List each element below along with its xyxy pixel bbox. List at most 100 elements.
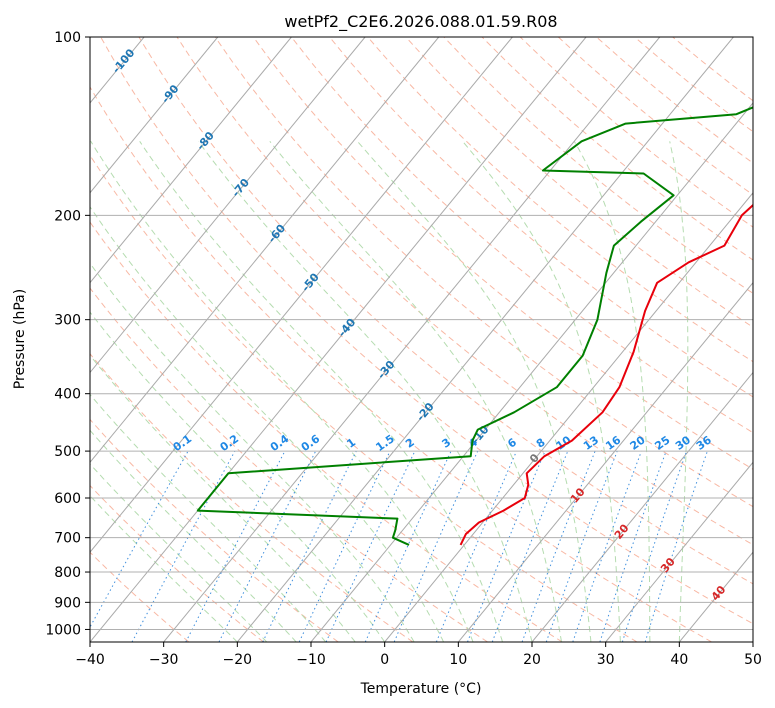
mixing-ratio-line [545, 450, 618, 642]
mixing-ratio-line [325, 450, 416, 642]
dry-adiabat-line [90, 154, 638, 642]
moist-adiabat-line [90, 393, 327, 642]
isotherm-line [310, 102, 753, 642]
isotherm-line [236, 37, 734, 642]
isotherm-line [90, 37, 587, 642]
mixing-ratio-line [521, 450, 596, 642]
mixing-ratio-line [218, 450, 317, 642]
moist-adiabat-line [90, 495, 238, 642]
chart-title: wetPf2_C2E6.2026.088.01.59.R08 [284, 12, 557, 32]
isotherm-line [457, 281, 753, 642]
x-tick-label: 50 [744, 652, 762, 668]
isotherm-line [163, 37, 661, 642]
x-tick-label: −20 [223, 652, 253, 668]
y-axis-title: Pressure (hPa) [12, 289, 28, 389]
mixing-ratio-label: 1 [344, 436, 358, 451]
y-tick-label: 900 [54, 595, 81, 611]
x-tick-label: 40 [670, 652, 688, 668]
y-tick-label: 500 [54, 444, 81, 460]
y-tick-label: 700 [54, 531, 81, 547]
x-axis-title: Temperature (°C) [360, 681, 482, 697]
dry-adiabat-line [176, 37, 753, 546]
dry-adiabat-line [214, 37, 753, 508]
moist-adiabat-line [573, 141, 651, 642]
x-tick-label: 30 [597, 652, 615, 668]
dry-adiabat-line [329, 37, 753, 398]
data-series [196, 106, 753, 546]
dry-adiabat-line [138, 37, 753, 585]
dry-adiabat-line [100, 37, 753, 625]
y-tick-label: 600 [54, 491, 81, 507]
dry-adiabat-line [252, 37, 753, 470]
x-tick-label: 0 [380, 652, 389, 668]
isotherm-line [90, 37, 440, 464]
dry-adiabat-line [90, 353, 414, 642]
y-axis: 1000 900 800 700 600 500 400 300 200 100 [45, 30, 90, 638]
mixing-ratio-line [262, 450, 357, 642]
horizontal-gridlines [90, 37, 753, 630]
dry-adiabat-line [90, 551, 190, 642]
plot-frame [89, 36, 754, 643]
profile-series-1 [459, 203, 753, 546]
y-tick-label: 300 [54, 313, 81, 329]
mixing-ratio-line [644, 450, 708, 642]
mixing-ratio-label: 25 [652, 433, 672, 452]
mixing-ratio-line [298, 450, 391, 642]
mixing-ratio-label: 3 [440, 436, 454, 451]
x-tick-label: −40 [75, 652, 105, 668]
dry-adiabat-line [90, 287, 488, 642]
moist-adiabat-line [90, 205, 445, 642]
mixing-ratio-label: 36 [694, 433, 714, 453]
dry-adiabat-line [443, 37, 753, 294]
dry-adiabat-line [291, 37, 753, 434]
isotherm-line [678, 551, 753, 642]
mixing-ratio-line [599, 450, 667, 642]
y-tick-label: 100 [54, 30, 81, 46]
isotherm-line [90, 37, 513, 553]
mixing-ratio-line [467, 450, 546, 642]
mixing-ratio-label: 20 [628, 433, 648, 453]
mixing-ratio-line [491, 450, 569, 642]
y-tick-label: 1000 [45, 622, 81, 638]
x-tick-label: 10 [449, 652, 467, 668]
mixing-ratio-label: 16 [603, 433, 623, 453]
isotherm-line [531, 371, 753, 642]
dry-adiabat-line [557, 37, 753, 196]
mixing-ratio-label: 6 [505, 435, 519, 450]
mixing-ratio-label: 13 [581, 433, 601, 452]
dry-adiabat-line [90, 86, 712, 642]
dry-adiabat-line [90, 484, 264, 642]
moist-adiabat-line [462, 140, 621, 642]
moist-adiabat-line [90, 463, 268, 642]
x-axis: −40 −30 −20 −10 0 10 20 30 40 50 [75, 642, 762, 668]
dry-adiabat-line [90, 418, 339, 642]
mixing-ratio-line [621, 450, 688, 642]
mixing-ratio-line [393, 450, 479, 642]
isotherm-line [384, 192, 753, 642]
x-tick-label: 20 [523, 652, 541, 668]
x-tick-label: −10 [296, 652, 326, 668]
profile-series-2 [196, 106, 753, 546]
moist-adiabat-line [90, 354, 356, 642]
isotherm-line [90, 37, 292, 284]
mixing-ratio-label: 30 [673, 433, 693, 453]
dry-adiabat-line [634, 37, 753, 133]
moist-adiabat-line [139, 141, 503, 642]
mixing-ratio-label: 2 [403, 436, 417, 451]
x-tick-label: −30 [149, 652, 179, 668]
isotherm-line [752, 641, 753, 642]
isotherm-line [0, 37, 70, 642]
isotherm-line [90, 37, 219, 194]
mixing-ratio-line [435, 450, 517, 642]
isotherm-line [605, 461, 753, 642]
y-tick-label: 400 [54, 387, 81, 403]
mixing-ratio-label: 8 [534, 436, 548, 451]
dry-adiabat-line [90, 221, 563, 642]
isotherm-line [90, 37, 366, 374]
mixing-ratio-line [90, 450, 189, 629]
dry-adiabat-line [367, 37, 753, 363]
background-lines [0, 37, 753, 642]
y-tick-label: 200 [54, 208, 81, 224]
y-tick-label: 800 [54, 565, 81, 581]
